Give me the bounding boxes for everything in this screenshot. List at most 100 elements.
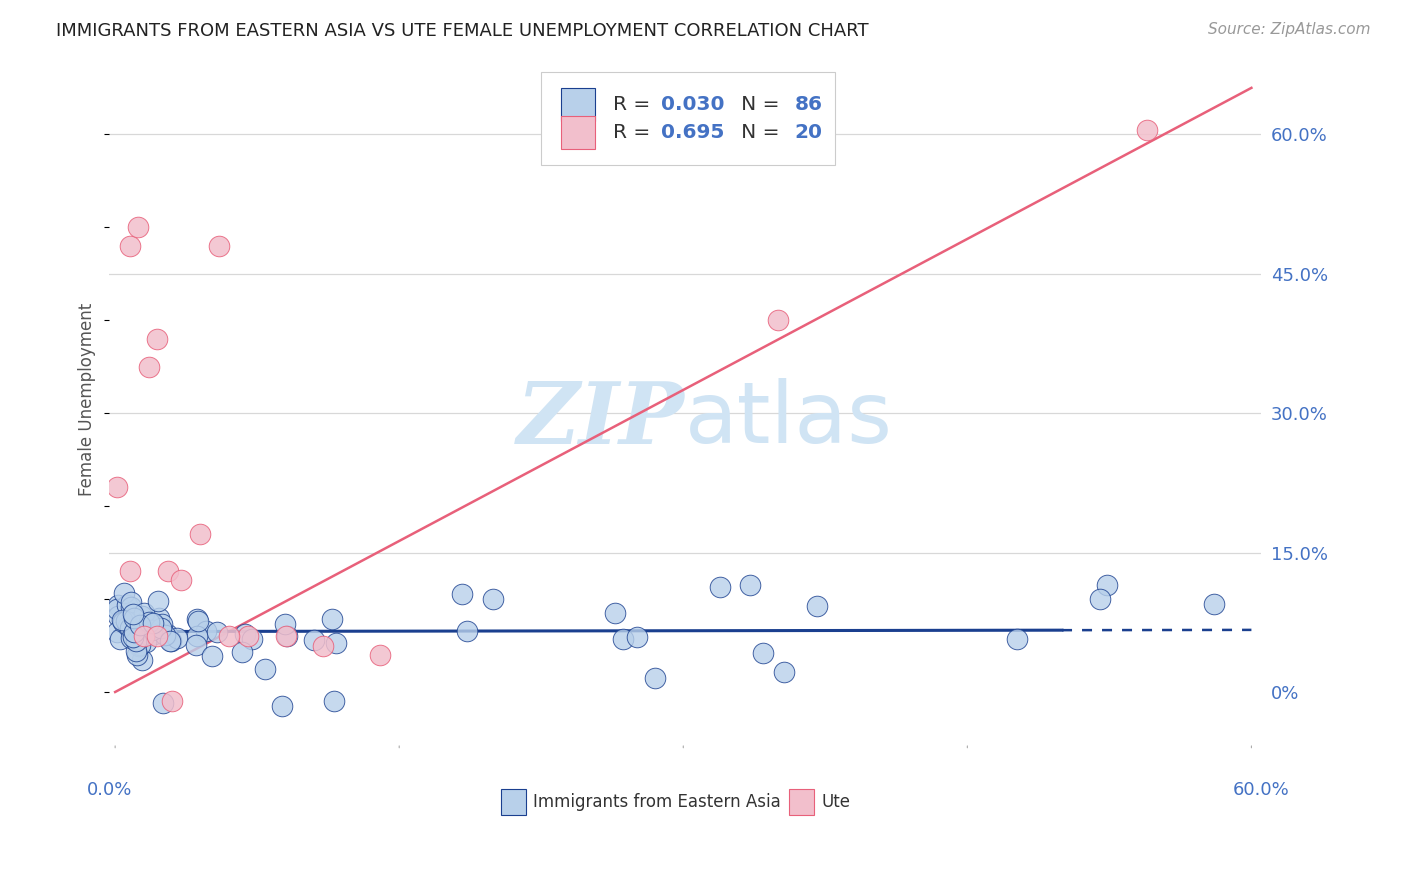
Point <box>150 622 173 636</box>
Point <box>107 608 129 623</box>
Text: Ute: Ute <box>821 793 851 811</box>
FancyBboxPatch shape <box>541 72 835 165</box>
Point <box>644 671 666 685</box>
Point <box>184 638 207 652</box>
Point <box>325 636 347 650</box>
Point <box>1088 592 1111 607</box>
Point <box>124 618 146 632</box>
Point <box>142 615 165 630</box>
FancyBboxPatch shape <box>501 789 526 814</box>
Point <box>146 332 169 346</box>
Point <box>159 633 181 648</box>
Text: 0.030: 0.030 <box>661 95 724 114</box>
FancyBboxPatch shape <box>561 116 595 149</box>
Point <box>122 624 145 639</box>
Point <box>773 665 796 679</box>
Point <box>127 621 149 635</box>
Point <box>170 574 193 588</box>
Point <box>190 527 212 541</box>
Point <box>134 606 156 620</box>
Point <box>156 627 179 641</box>
Point <box>254 662 277 676</box>
Point <box>274 629 297 643</box>
Point <box>482 592 505 607</box>
Point <box>111 615 134 630</box>
Point <box>122 610 145 624</box>
Point <box>160 694 183 708</box>
Point <box>138 615 160 630</box>
FancyBboxPatch shape <box>561 88 595 121</box>
Point <box>129 638 152 652</box>
Text: 20: 20 <box>794 123 823 143</box>
Text: ZIP: ZIP <box>517 378 685 461</box>
Point <box>107 599 129 613</box>
Point <box>612 632 634 646</box>
Point <box>195 624 218 638</box>
Point <box>321 612 343 626</box>
Text: N =: N = <box>723 95 786 114</box>
Text: Immigrants from Eastern Asia: Immigrants from Eastern Asia <box>533 793 780 811</box>
Point <box>271 698 294 713</box>
Y-axis label: Female Unemployment: Female Unemployment <box>79 302 96 496</box>
Point <box>120 238 142 252</box>
Point <box>105 480 128 494</box>
Point <box>766 313 789 327</box>
Point <box>148 611 170 625</box>
Point <box>368 648 391 662</box>
Point <box>709 580 731 594</box>
Point <box>131 609 153 624</box>
Point <box>108 632 131 646</box>
Point <box>115 598 138 612</box>
Point <box>122 630 145 644</box>
Point <box>111 613 134 627</box>
Point <box>105 624 128 639</box>
Point <box>152 617 174 632</box>
Point <box>131 653 153 667</box>
FancyBboxPatch shape <box>789 789 814 814</box>
Point <box>186 629 208 643</box>
Point <box>132 629 155 643</box>
Point <box>302 632 325 647</box>
Point <box>146 629 169 643</box>
Point <box>1202 597 1225 611</box>
Point <box>208 238 231 252</box>
Point <box>738 578 761 592</box>
Point <box>1097 578 1119 592</box>
Point <box>128 639 150 653</box>
Point <box>236 629 259 643</box>
Point <box>148 594 170 608</box>
Text: atlas: atlas <box>685 378 893 461</box>
Point <box>125 648 148 662</box>
Point <box>112 586 135 600</box>
Point <box>605 607 627 621</box>
Point <box>135 635 157 649</box>
Point <box>120 595 142 609</box>
Point <box>141 624 163 638</box>
Point <box>138 359 160 374</box>
Point <box>231 645 253 659</box>
Point <box>115 614 138 628</box>
Point <box>125 634 148 648</box>
Point <box>626 630 648 644</box>
Point <box>112 615 135 629</box>
Point <box>166 632 188 646</box>
Point <box>312 639 335 653</box>
Point <box>200 649 222 664</box>
Point <box>153 628 176 642</box>
Point <box>152 696 174 710</box>
Point <box>120 631 142 645</box>
Point <box>129 617 152 632</box>
Point <box>122 607 145 622</box>
Point <box>274 617 297 632</box>
Text: 0.695: 0.695 <box>661 123 724 143</box>
Point <box>114 616 136 631</box>
Text: R =: R = <box>613 95 657 114</box>
Point <box>450 587 472 601</box>
Text: Source: ZipAtlas.com: Source: ZipAtlas.com <box>1208 22 1371 37</box>
Point <box>276 629 298 643</box>
Point <box>107 602 129 616</box>
Point <box>456 624 478 639</box>
Text: N =: N = <box>723 123 786 143</box>
Text: 0.0%: 0.0% <box>87 781 132 799</box>
Point <box>218 629 240 643</box>
